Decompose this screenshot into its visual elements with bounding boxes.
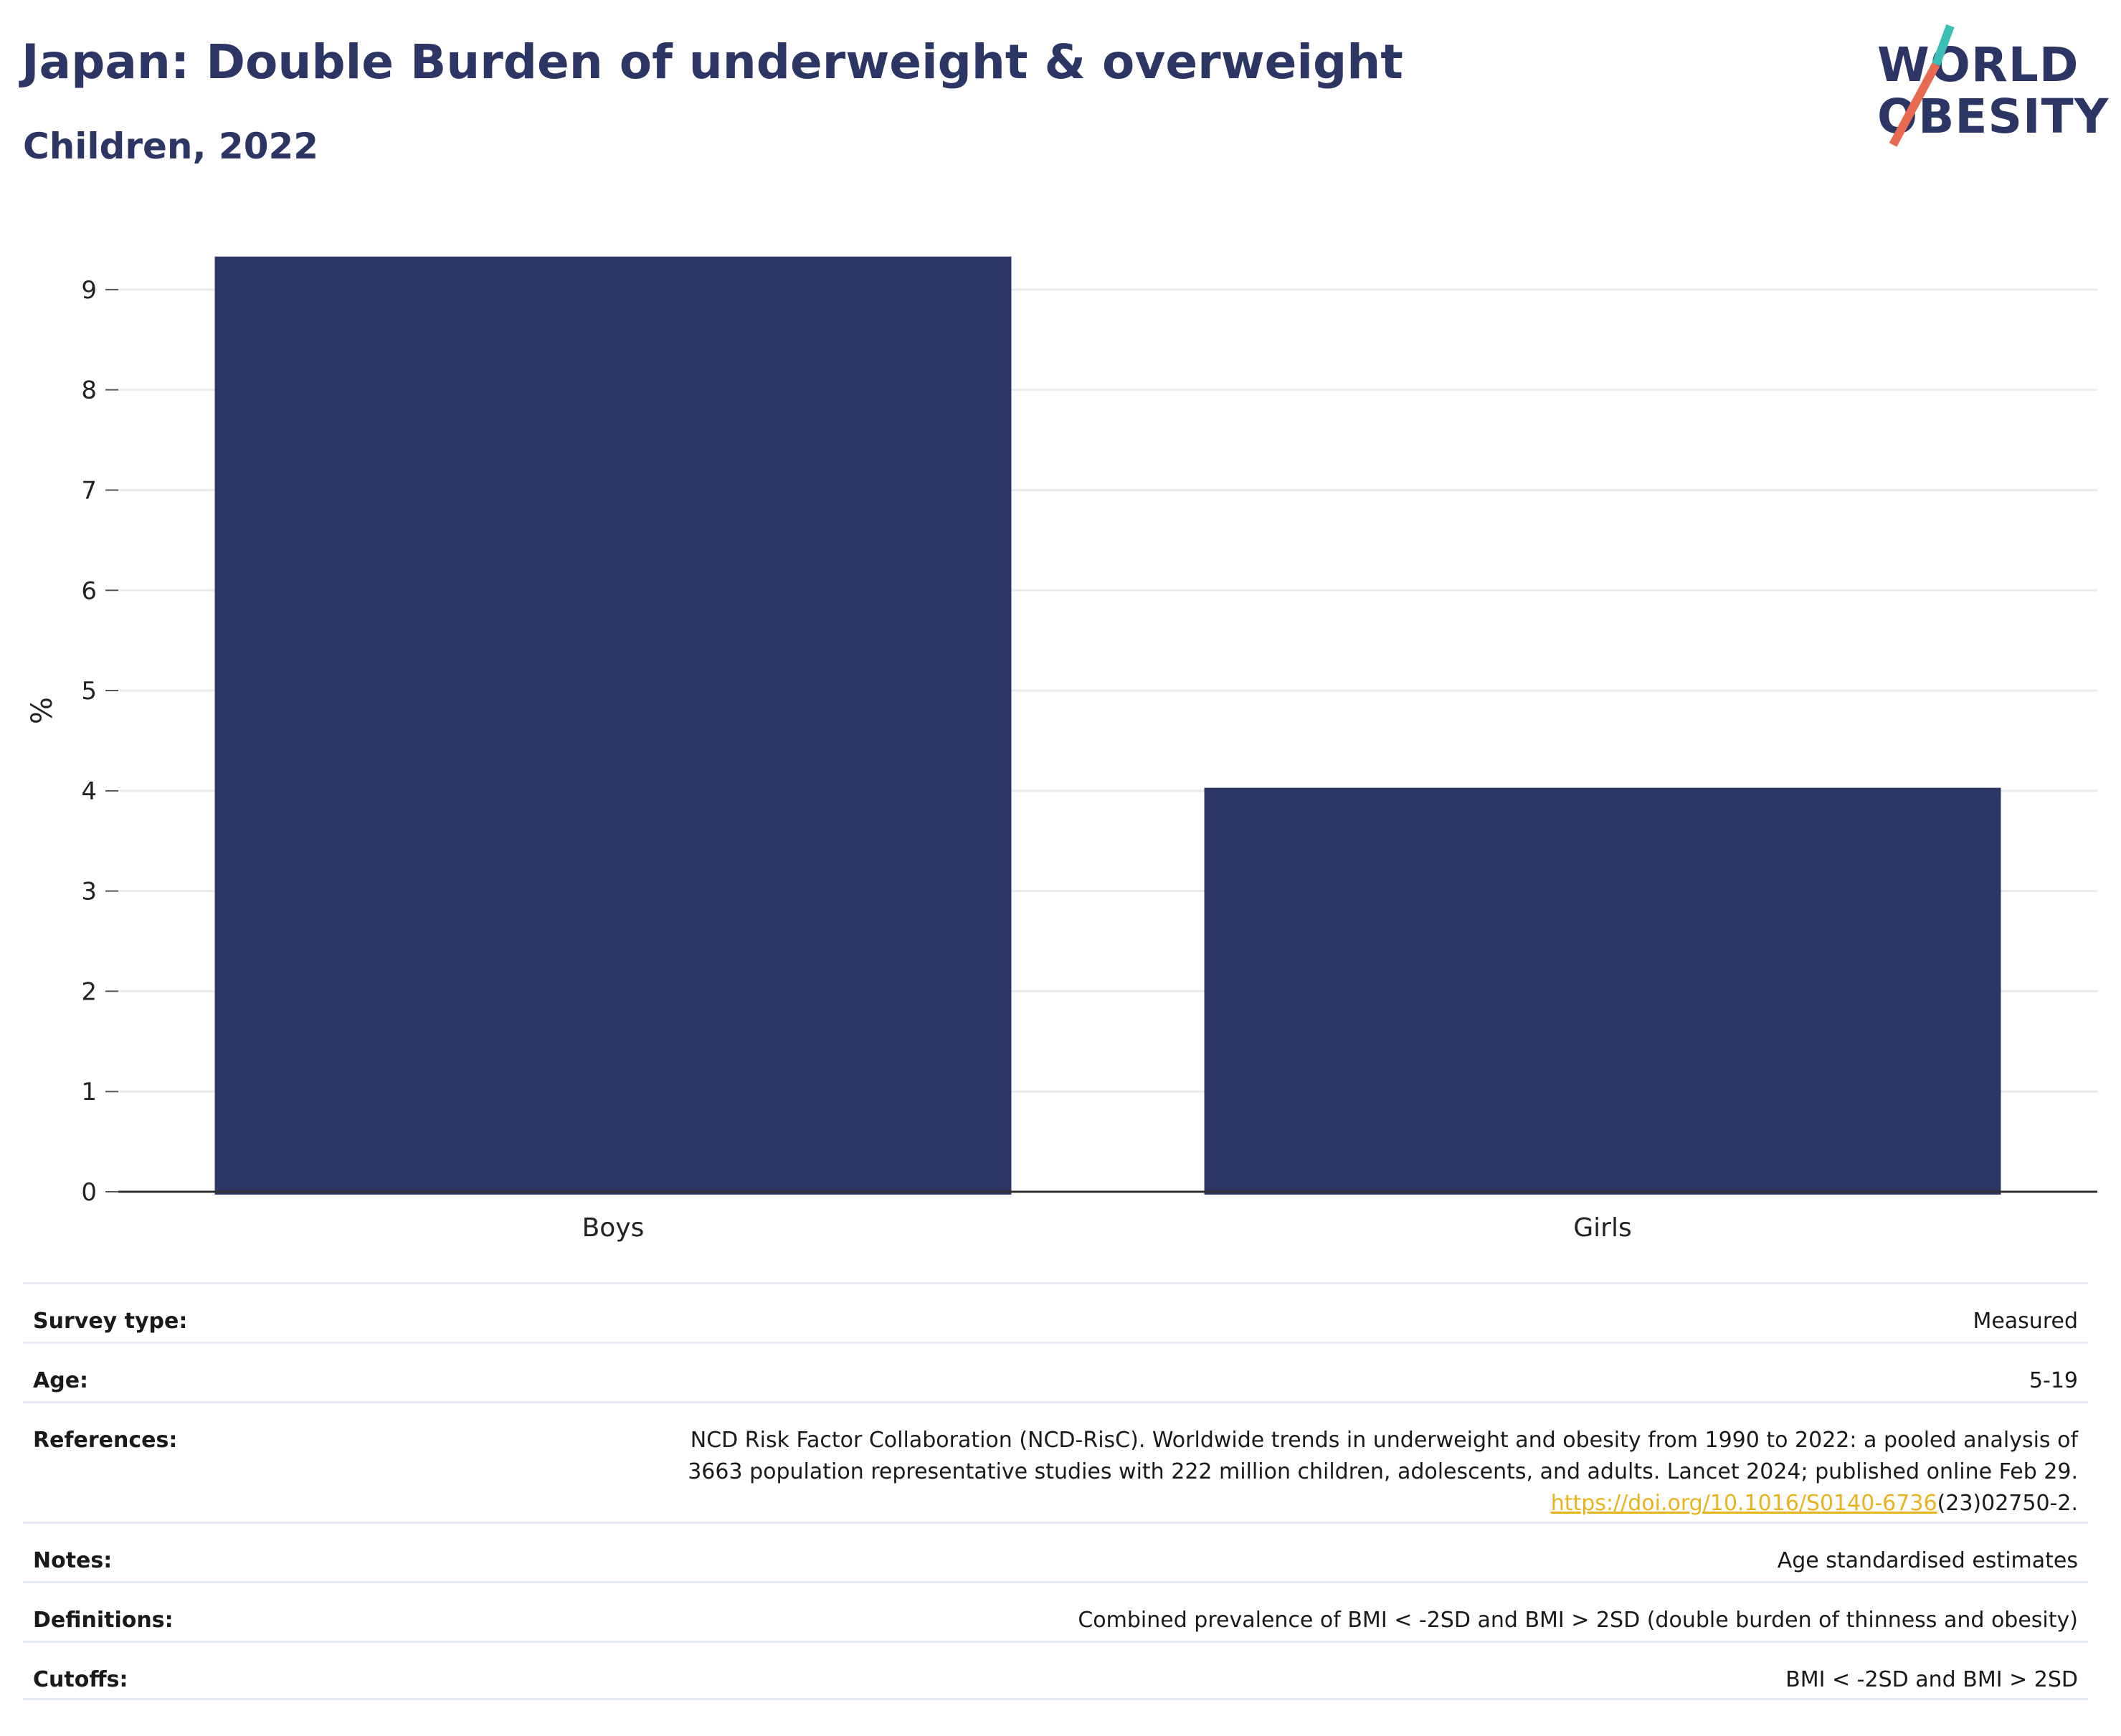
cutoffs-value: BMI < -2SD and BMI > 2SD xyxy=(1785,1667,2078,1692)
references-label: References: xyxy=(33,1428,178,1453)
references-value: NCD Risk Factor Collaboration (NCD-RisC)… xyxy=(688,1425,2078,1519)
definitions-value: Combined prevalence of BMI < -2SD and BM… xyxy=(1078,1608,2078,1633)
notes-value: Age standardised estimates xyxy=(1777,1548,2078,1573)
page-title: Japan: Double Burden of underweight & ov… xyxy=(22,34,1403,90)
page-subtitle: Children, 2022 xyxy=(23,125,319,167)
y-tick-label: 0 xyxy=(81,1178,97,1207)
bar-chart: 0 1 2 3 4 5 6 7 8 9 Boys Girls % xyxy=(26,256,2097,1243)
survey-type-value: Measured xyxy=(1973,1309,2078,1334)
y-tick-label: 4 xyxy=(81,777,97,806)
references-line-2: 3663 population representative studies w… xyxy=(688,1459,2078,1484)
x-axis-ticks: Boys Girls xyxy=(582,1213,1632,1243)
notes-label: Notes: xyxy=(33,1548,113,1573)
logo-line-1: WORLD xyxy=(1877,37,2079,93)
meta-row-references: References: NCD Risk Factor Collaboratio… xyxy=(23,1401,2088,1522)
references-doi-link[interactable]: https://doi.org/10.1016/S0140-6736 xyxy=(1550,1491,1937,1516)
bar-boys[interactable] xyxy=(214,256,1012,1195)
y-tick-label: 3 xyxy=(81,878,97,906)
age-label: Age: xyxy=(33,1368,89,1393)
y-tick-label: 8 xyxy=(81,376,97,405)
y-tick-label: 5 xyxy=(81,677,97,706)
logo-slash-top xyxy=(1932,24,1955,67)
logo-slash-bottom xyxy=(1889,62,1940,147)
survey-type-label: Survey type: xyxy=(33,1309,188,1334)
world-obesity-logo: WORLD OBESITY xyxy=(1864,22,2108,151)
meta-row-cutoffs: Cutoffs: BMI < -2SD and BMI > 2SD xyxy=(23,1641,2088,1700)
meta-row-definitions: Definitions: Combined prevalence of BMI … xyxy=(23,1581,2088,1641)
y-axis-label: % xyxy=(26,697,59,724)
references-doi-suffix: (23)02750-2. xyxy=(1937,1491,2078,1516)
x-tick-label-girls: Girls xyxy=(1573,1213,1631,1243)
meta-row-notes: Notes: Age standardised estimates xyxy=(23,1522,2088,1581)
y-tick-label: 9 xyxy=(81,276,97,305)
meta-row-age: Age: 5-19 xyxy=(23,1342,2088,1401)
y-axis-ticks: 0 1 2 3 4 5 6 7 8 9 xyxy=(81,276,118,1207)
cutoffs-label: Cutoffs: xyxy=(33,1667,128,1692)
y-tick-label: 7 xyxy=(81,476,97,505)
y-tick-label: 1 xyxy=(81,1078,97,1106)
x-tick-label-boys: Boys xyxy=(582,1213,645,1243)
definitions-label: Definitions: xyxy=(33,1608,174,1633)
references-line-1: NCD Risk Factor Collaboration (NCD-RisC)… xyxy=(690,1428,2078,1453)
bars xyxy=(214,256,2001,1195)
logo-slash-icon xyxy=(1889,24,1955,147)
metadata-table: Survey type: Measured Age: 5-19 Referenc… xyxy=(23,1282,2088,1700)
bar-girls[interactable] xyxy=(1204,787,2001,1195)
y-tick-label: 6 xyxy=(81,577,97,605)
age-value: 5-19 xyxy=(2029,1368,2078,1393)
y-tick-label: 2 xyxy=(81,977,97,1006)
meta-row-survey-type: Survey type: Measured xyxy=(23,1282,2088,1342)
